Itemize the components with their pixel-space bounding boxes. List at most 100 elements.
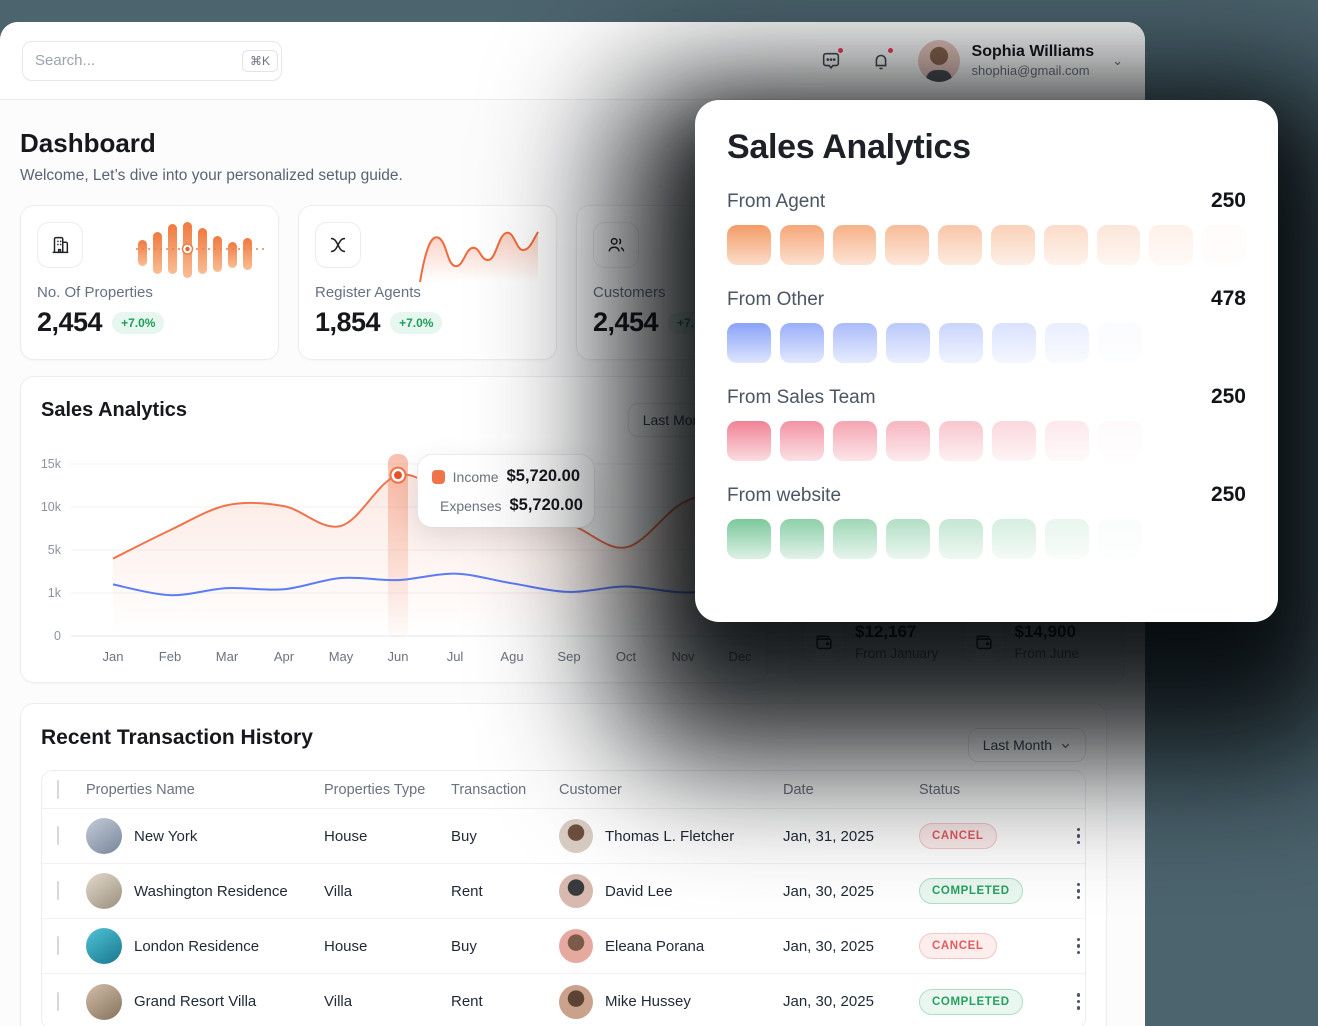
stat-label: No. Of Properties <box>37 284 153 301</box>
table-row[interactable]: Grand Resort Villa Villa Rent Mike Hussey Ja… <box>42 974 1085 1026</box>
y-axis-tick: 1k <box>48 586 62 600</box>
gradient-swatch <box>1098 421 1142 461</box>
x-axis-tick: Jul <box>447 649 464 664</box>
property-type: Villa <box>324 882 353 900</box>
income-legend-swatch <box>432 469 445 484</box>
expenses-value: $5,720.00 <box>509 496 583 514</box>
gradient-swatch <box>990 225 1035 265</box>
property-name: Washington Residence <box>134 882 288 900</box>
gradient-swatch <box>938 225 982 265</box>
customer-avatar <box>559 984 593 1019</box>
transaction-type: Rent <box>451 993 483 1010</box>
property-thumbnail <box>86 873 122 909</box>
row-menu-button[interactable] <box>1072 937 1085 955</box>
wallet-stat-january: $12,167 From January <box>803 620 953 662</box>
dashboard-content: Dashboard Welcome, Let’s dive into your … <box>0 100 1145 1026</box>
chat-bubble-icon <box>822 52 839 69</box>
chevron-down-icon: ⌄ <box>1112 52 1123 68</box>
income-value: $5,720.00 <box>506 467 580 485</box>
table-row[interactable]: Washington Residence Villa Rent David Lee Ja… <box>42 864 1085 919</box>
avatar <box>917 39 960 82</box>
section-label: From Sales Team <box>727 387 876 408</box>
gradient-swatch <box>939 421 983 461</box>
column-header: Properties Type <box>324 781 426 798</box>
customer-avatar <box>559 929 593 963</box>
property-name: Grand Resort Villa <box>134 993 257 1010</box>
swatch-row <box>727 519 1246 559</box>
customer-avatar <box>559 874 593 908</box>
page-subtitle: Welcome, Let’s dive into your personaliz… <box>20 167 403 184</box>
row-checkbox[interactable] <box>57 881 59 900</box>
section-value: 250 <box>1210 385 1246 408</box>
wallet-caption: From January <box>855 645 939 661</box>
stat-value: 2,454 <box>593 307 659 337</box>
table-header-row: Properties Name Properties Type Transact… <box>42 771 1085 809</box>
gradient-swatch <box>886 323 930 363</box>
row-checkbox[interactable] <box>57 991 59 1011</box>
select-all-checkbox[interactable] <box>57 779 59 799</box>
x-axis-tick: May <box>329 649 354 664</box>
panel-section: From Sales Team 250 <box>727 385 1246 461</box>
notification-dot <box>836 46 844 54</box>
customer-name: Thomas L. Fletcher <box>605 827 735 845</box>
section-label: From website <box>727 485 842 506</box>
gradient-swatch <box>727 519 771 559</box>
notifications-button[interactable] <box>868 46 894 74</box>
transaction-date: Jan, 30, 2025 <box>783 882 874 900</box>
y-axis-tick: 0 <box>54 629 61 643</box>
search-input[interactable] <box>35 52 234 69</box>
gradient-swatch <box>1098 323 1142 363</box>
swatch-row <box>727 225 1246 265</box>
table-row[interactable]: New York House Buy Thomas L. Fletcher Jan, 3… <box>42 809 1085 864</box>
sales-chart: 0 1k 5k 10k 15k Jan Feb Mar Apr May Jun Jul Agu Sep Oc… <box>21 439 768 679</box>
gradient-swatch <box>1045 519 1089 559</box>
panel-section: From Other 478 <box>727 287 1246 363</box>
y-axis-tick: 15k <box>41 457 62 471</box>
sales-analytics-title: Sales Analytics <box>41 399 188 421</box>
gradient-swatch <box>1202 225 1246 265</box>
column-header: Properties Name <box>86 781 195 798</box>
row-menu-button[interactable] <box>1072 882 1085 900</box>
property-name: London Residence <box>134 937 260 955</box>
stat-label: Customers <box>593 284 666 301</box>
gradient-swatch <box>1096 225 1141 265</box>
gradient-swatch <box>779 225 824 265</box>
search-box[interactable]: ⌘K <box>22 40 282 81</box>
transactions-table: Properties Name Properties Type Transact… <box>41 770 1086 1026</box>
messages-button[interactable] <box>818 46 844 74</box>
gradient-swatch <box>885 225 930 265</box>
bell-icon <box>875 54 887 69</box>
wallet-value: $14,900 <box>1014 621 1076 641</box>
user-name: Sophia Williams <box>971 43 1095 60</box>
gradient-swatch <box>1098 519 1142 559</box>
gradient-swatch <box>833 519 877 559</box>
search-shortcut-badge: ⌘K <box>242 49 279 72</box>
gradient-swatch <box>1045 421 1089 461</box>
agents-sparkline <box>419 231 539 283</box>
sales-analytics-card: Sales Analytics Last Month 0 1k 5k 10k 15k Ja… <box>20 376 767 683</box>
x-axis-tick: Apr <box>274 649 295 664</box>
swatch-row <box>727 421 1246 461</box>
table-row[interactable]: London Residence House Buy Eleana Porana Jan… <box>42 919 1085 974</box>
section-value: 250 <box>1210 483 1246 506</box>
gradient-swatch <box>1043 225 1088 265</box>
transaction-date: Jan, 31, 2025 <box>783 827 874 845</box>
stat-delta-badge: +7.0% <box>112 311 165 334</box>
wallet-stat-june: $14,900 From June <box>962 620 1113 662</box>
x-axis-tick: Agu <box>500 649 523 664</box>
row-checkbox[interactable] <box>57 826 59 845</box>
property-thumbnail <box>86 983 122 1020</box>
profile-menu[interactable]: Sophia Williams shophia@gmail.com ⌄ <box>917 39 1123 82</box>
column-header: Status <box>919 781 961 798</box>
properties-sparkline <box>136 222 264 278</box>
row-menu-button[interactable] <box>1072 827 1085 845</box>
gradient-swatch <box>780 323 824 363</box>
section-label: From Other <box>727 289 825 310</box>
transactions-range-select[interactable]: Last Month <box>967 728 1086 762</box>
wallet-icon <box>962 620 1005 662</box>
ribbon-icon <box>315 222 361 268</box>
row-checkbox[interactable] <box>57 936 59 955</box>
row-menu-button[interactable] <box>1072 993 1085 1010</box>
users-icon <box>593 222 639 268</box>
building-icon <box>37 222 83 268</box>
